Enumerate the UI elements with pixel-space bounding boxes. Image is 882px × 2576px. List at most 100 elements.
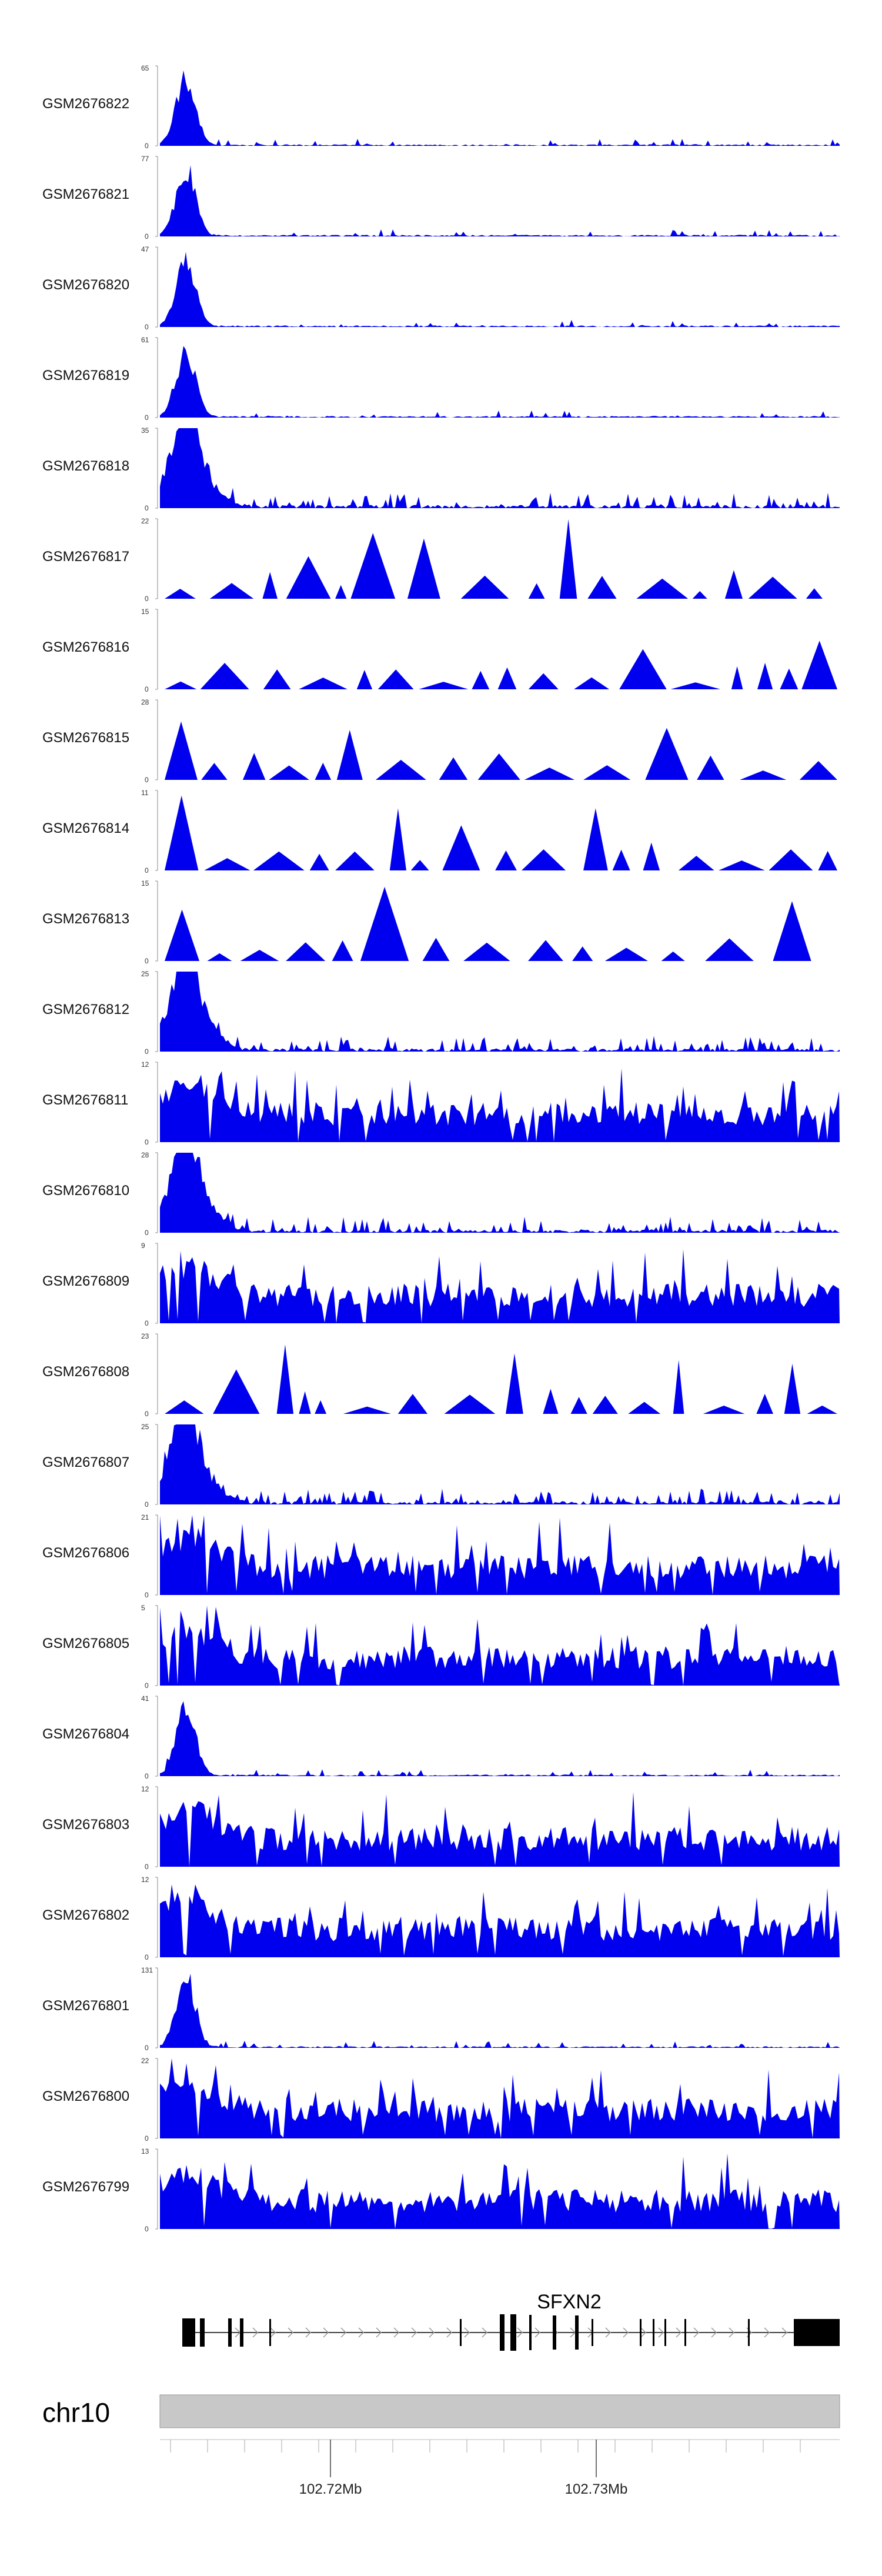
y-axis-max-label: 22 [141, 517, 149, 525]
track: GSM2676814 11 0 [42, 789, 840, 875]
gene-exon [500, 2314, 505, 2351]
y-axis-max-label: 65 [141, 64, 149, 72]
y-axis-max-label: 15 [141, 608, 149, 616]
track: GSM2676818 35 0 [42, 426, 840, 512]
chromosome-label: chr10 [42, 2397, 110, 2428]
track-label: GSM2676799 [42, 2179, 129, 2195]
track: GSM2676812 25 0 [42, 970, 840, 1056]
track: GSM2676810 28 0 [42, 1151, 840, 1237]
y-axis-max-label: 12 [141, 1876, 149, 1884]
chromosome-ideogram [159, 2394, 840, 2428]
y-axis-min-label: 0 [145, 866, 149, 875]
y-axis-min-label: 0 [145, 595, 149, 603]
coverage-area [160, 428, 840, 508]
track: GSM2676817 22 0 [42, 517, 840, 603]
y-axis-min-label: 0 [145, 776, 149, 784]
track-label: GSM2676807 [42, 1454, 129, 1470]
coverage-area [160, 346, 840, 418]
y-axis-min-label: 0 [145, 2044, 149, 2052]
y-axis-min-label: 0 [145, 323, 149, 331]
strand-arrow [764, 2327, 770, 2338]
track: GSM2676809 9 0 [42, 1242, 840, 1327]
track-label: GSM2676810 [42, 1183, 129, 1199]
track-label: GSM2676817 [42, 549, 129, 565]
track: GSM2676804 41 0 [42, 1694, 840, 1780]
track-label: GSM2676806 [42, 1545, 129, 1561]
minor-ticks [170, 2440, 801, 2452]
y-axis-max-label: 47 [141, 245, 149, 253]
track: GSM2676819 61 0 [42, 336, 840, 422]
track: GSM2676815 28 0 [42, 698, 840, 784]
track: GSM2676822 65 0 [42, 64, 840, 150]
coverage-area [160, 795, 840, 870]
strand-arrow [623, 2327, 629, 2338]
y-axis-min-label: 0 [145, 413, 149, 422]
y-axis-max-label: 9 [141, 1242, 145, 1250]
track: GSM2676799 13 0 [42, 2147, 840, 2233]
gene-exon [592, 2319, 593, 2346]
coverage-area [160, 1249, 840, 1323]
y-axis-max-label: 15 [141, 879, 149, 887]
coverage-tracks: GSM2676822650GSM2676821770GSM2676820470G… [42, 64, 840, 2233]
strand-arrow [252, 2327, 259, 2338]
track-label: GSM2676800 [42, 2088, 129, 2104]
y-axis-min-label: 0 [145, 1772, 149, 1780]
y-axis-min-label: 0 [145, 2225, 149, 2233]
strand-arrow [605, 2327, 612, 2338]
track-label: GSM2676801 [42, 1998, 129, 2014]
y-axis-max-label: 12 [141, 1785, 149, 1793]
strand-arrow [429, 2327, 435, 2338]
strand-arrow [517, 2327, 523, 2338]
y-axis-min-label: 0 [145, 142, 149, 150]
gene-exon [640, 2319, 642, 2346]
strand-arrow [729, 2327, 735, 2338]
track: GSM2676821 77 0 [42, 155, 840, 241]
strand-arrow [640, 2327, 647, 2338]
y-axis-max-label: 22 [141, 2057, 149, 2065]
coverage-area [160, 1424, 840, 1504]
y-axis-min-label: 0 [145, 1229, 149, 1237]
coverage-area [160, 972, 840, 1052]
y-axis-max-label: 61 [141, 336, 149, 344]
coverage-area [160, 252, 840, 327]
y-axis-max-label: 35 [141, 426, 149, 435]
coverage-area [160, 721, 840, 780]
y-axis-max-label: 11 [141, 789, 149, 797]
gene-track: SFXN2 [182, 2291, 840, 2351]
coverage-area [160, 1973, 840, 2048]
track-label: GSM2676815 [42, 730, 129, 746]
gene-exon [575, 2315, 579, 2350]
y-axis-max-label: 21 [141, 1513, 149, 1521]
y-axis-min-label: 0 [145, 1410, 149, 1418]
coverage-area [160, 2153, 840, 2229]
y-axis-max-label: 131 [141, 1966, 153, 1974]
track-label: GSM2676803 [42, 1817, 129, 1833]
coverage-area [160, 519, 840, 599]
track-label: GSM2676808 [42, 1364, 129, 1380]
gene-label: SFXN2 [537, 2291, 602, 2313]
y-axis-min-label: 0 [145, 1047, 149, 1056]
coverage-area [160, 2058, 840, 2138]
coverage-area [160, 1153, 840, 1233]
gene-exon [460, 2319, 462, 2346]
gene-exon [653, 2319, 654, 2346]
strand-arrow [323, 2327, 329, 2338]
y-axis-max-label: 77 [141, 155, 149, 163]
track-label: GSM2676813 [42, 911, 129, 927]
strand-arrow [482, 2327, 488, 2338]
coverage-area [160, 640, 840, 689]
strand-arrow [658, 2327, 664, 2338]
track-label: GSM2676809 [42, 1273, 129, 1289]
gene-body [182, 2314, 840, 2351]
strand-arrow [393, 2327, 400, 2338]
gene-exon [182, 2318, 195, 2347]
strand-arrow [446, 2327, 453, 2338]
y-axis-max-label: 25 [141, 970, 149, 978]
coverage-area [160, 1515, 840, 1595]
strand-arrow [781, 2327, 788, 2338]
axis-tick-label: 102.72Mb [299, 2481, 362, 2497]
track: GSM2676802 12 0 [42, 1876, 840, 1961]
track: GSM2676808 23 0 [42, 1332, 840, 1418]
track-label: GSM2676811 [42, 1092, 128, 1108]
